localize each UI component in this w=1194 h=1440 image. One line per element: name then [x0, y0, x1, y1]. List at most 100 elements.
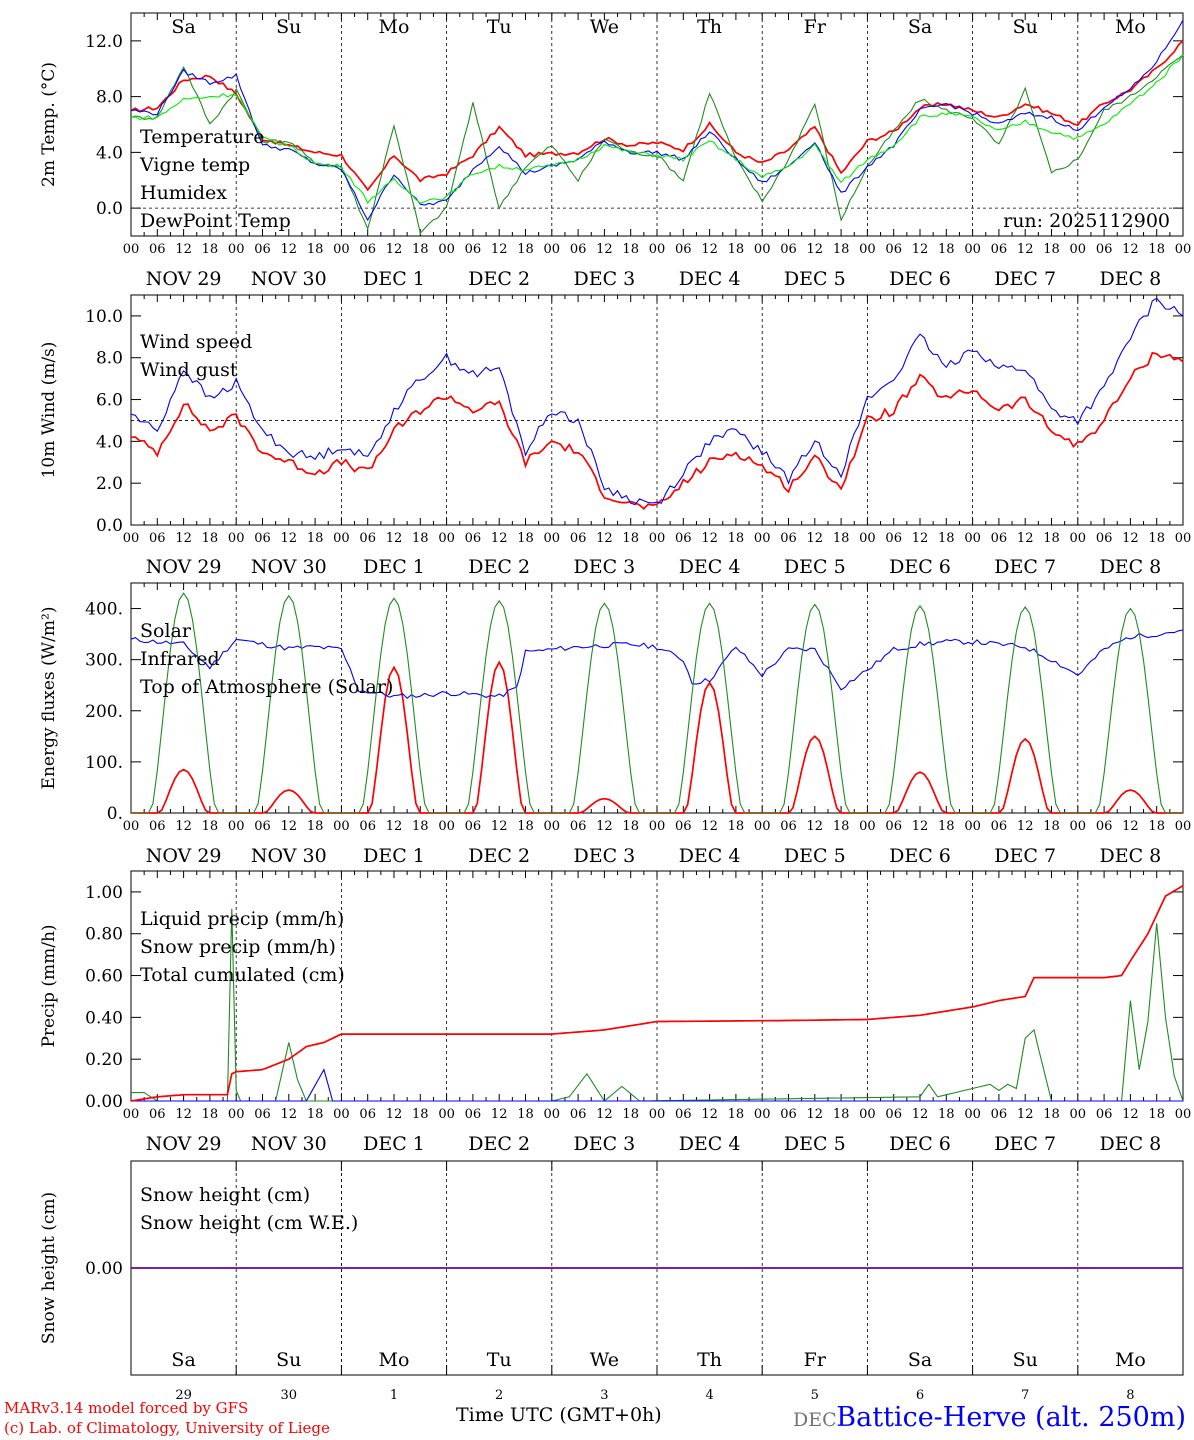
date-label: DEC 4 — [679, 845, 741, 867]
hour-tick-label: 00 — [228, 531, 245, 546]
hour-tick-label: 12 — [701, 242, 718, 257]
hour-tick-label: 12 — [175, 1107, 192, 1122]
hour-tick-label: 12 — [281, 1107, 298, 1122]
hour-tick-label: 12 — [386, 1107, 403, 1122]
y-tick-label: 1.00 — [85, 883, 123, 903]
hour-tick-label: 06 — [149, 1107, 166, 1122]
day-number-label: 2 — [495, 1388, 503, 1403]
hour-tick-label: 00 — [964, 1107, 981, 1122]
hour-tick-label: 00 — [438, 242, 455, 257]
hour-tick-label: 00 — [544, 531, 561, 546]
day-number-label: 6 — [916, 1388, 924, 1403]
hour-tick-label: 06 — [359, 1107, 376, 1122]
series-line-wind-gust — [130, 297, 1184, 506]
overlap-date-label: DEC — [793, 1409, 837, 1431]
hour-tick-label: 00 — [859, 531, 876, 546]
hour-tick-label: 00 — [1070, 1107, 1087, 1122]
day-number-label: 7 — [1021, 1388, 1029, 1403]
legend-entry: Solar — [140, 620, 192, 642]
hour-tick-label: 12 — [807, 531, 824, 546]
hour-tick-label: 06 — [675, 1107, 692, 1122]
hour-tick-label: 00 — [754, 242, 771, 257]
hour-tick-label: 18 — [938, 531, 955, 546]
date-label: DEC 2 — [468, 268, 530, 290]
hour-tick-label: 12 — [701, 1107, 718, 1122]
hour-tick-label: 12 — [386, 531, 403, 546]
hour-tick-label: 12 — [281, 819, 298, 834]
hour-tick-label: 18 — [622, 1107, 639, 1122]
day-name-label: Sa — [171, 1349, 195, 1371]
y-tick-label: 4.0 — [96, 432, 123, 452]
hour-tick-label: 12 — [912, 819, 929, 834]
date-label: DEC 6 — [889, 556, 951, 578]
day-name-label: Mo — [379, 1349, 410, 1371]
hour-tick-label: 00 — [333, 531, 350, 546]
hour-tick-label: 06 — [149, 242, 166, 257]
date-label: DEC 7 — [994, 845, 1056, 867]
hour-tick-label: 06 — [149, 531, 166, 546]
hour-tick-label: 12 — [1017, 531, 1034, 546]
lab-credit: (c) Lab. of Climatology, University of L… — [4, 1419, 330, 1437]
hour-tick-label: 18 — [1148, 242, 1165, 257]
day-name-label: Mo — [379, 16, 410, 38]
hour-tick-label: 18 — [833, 1107, 850, 1122]
y-axis-label: 10m Wind (m/s) — [39, 342, 59, 479]
legend-entry: Total cumulated (cm) — [140, 964, 345, 986]
legend-entry: Humidex — [140, 182, 227, 204]
hour-tick-label: 00 — [859, 242, 876, 257]
hour-tick-label: 12 — [281, 242, 298, 257]
day-name-label: Su — [1013, 1349, 1038, 1371]
y-tick-label: 2.0 — [96, 474, 123, 494]
legend-entry: Snow height (cm) — [140, 1184, 310, 1206]
y-tick-label: 300. — [85, 651, 123, 671]
run-label: run: 2025112900 — [1003, 210, 1170, 232]
y-axis-label: Precip (mm/h) — [39, 924, 59, 1047]
hour-tick-label: 00 — [1175, 1107, 1192, 1122]
series-line-temperature — [130, 40, 1184, 192]
date-label: DEC 4 — [679, 1133, 741, 1155]
hour-tick-label: 12 — [386, 819, 403, 834]
hour-tick-label: 12 — [491, 242, 508, 257]
y-tick-label: 12.0 — [85, 32, 123, 52]
hour-tick-label: 00 — [1175, 242, 1192, 257]
hour-tick-label: 00 — [1070, 531, 1087, 546]
hour-tick-label: 18 — [412, 819, 429, 834]
day-number-label: 8 — [1126, 1388, 1134, 1403]
hour-tick-label: 00 — [544, 1107, 561, 1122]
series-line-dewpoint-temp — [130, 54, 1184, 205]
hour-tick-label: 00 — [649, 242, 666, 257]
panel-1-frame — [130, 12, 1184, 237]
hour-tick-label: 18 — [728, 819, 745, 834]
hour-tick-label: 06 — [570, 819, 587, 834]
y-tick-label: 0.00 — [85, 1092, 123, 1112]
hour-tick-label: 06 — [885, 1107, 902, 1122]
day-number-label: 1 — [390, 1388, 398, 1403]
y-tick-label: 400. — [85, 600, 123, 620]
legend-entry: Snow precip (mm/h) — [140, 936, 336, 958]
day-name-label: Sa — [908, 1349, 932, 1371]
day-name-label: Su — [276, 16, 301, 38]
hour-tick-label: 12 — [1017, 242, 1034, 257]
date-label: NOV 29 — [146, 268, 222, 290]
hour-tick-label: 00 — [859, 819, 876, 834]
date-label: DEC 7 — [994, 556, 1056, 578]
x-axis-label: Time UTC (GMT+0h) — [456, 1404, 662, 1426]
series-line-total-cumulated-cm- — [130, 884, 1184, 1102]
y-axis-label: Snow height (cm) — [39, 1192, 59, 1344]
hour-tick-label: 18 — [307, 531, 324, 546]
hour-tick-label: 06 — [885, 819, 902, 834]
hour-tick-label: 00 — [649, 1107, 666, 1122]
hour-tick-label: 06 — [780, 1107, 797, 1122]
hour-tick-label: 06 — [465, 819, 482, 834]
hour-tick-label: 00 — [649, 819, 666, 834]
day-name-label: We — [590, 1349, 619, 1371]
hour-tick-label: 18 — [307, 819, 324, 834]
y-tick-label: 0.40 — [85, 1008, 123, 1028]
hour-tick-label: 00 — [438, 1107, 455, 1122]
hour-tick-label: 00 — [333, 1107, 350, 1122]
hour-tick-label: 06 — [780, 819, 797, 834]
hour-tick-label: 18 — [517, 242, 534, 257]
day-name-label: Su — [1013, 16, 1038, 38]
series-line-snow-precip-mm-h- — [131, 1068, 1183, 1102]
